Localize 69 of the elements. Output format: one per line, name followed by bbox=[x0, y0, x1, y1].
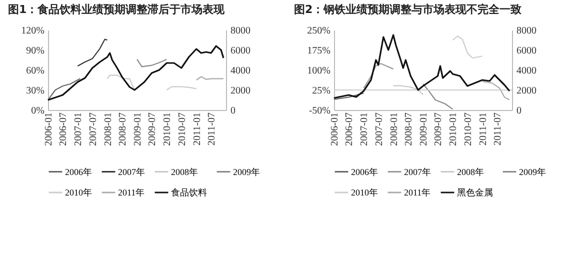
line-series bbox=[363, 63, 394, 89]
line-series bbox=[422, 83, 454, 110]
x-tick-label: 2007-07 bbox=[88, 112, 99, 146]
x-tick-label: 2006-07 bbox=[344, 112, 356, 146]
y-tick-label: 30% bbox=[26, 86, 44, 96]
line-series bbox=[482, 80, 510, 100]
legend-label: 2008年 bbox=[171, 166, 198, 177]
x-tick-label: 2011-01 bbox=[192, 112, 203, 146]
x-tick-label: 2008-07 bbox=[118, 112, 129, 146]
line-series bbox=[77, 38, 108, 67]
legend-label: 2009年 bbox=[233, 166, 260, 177]
y-tick-label: 0% bbox=[31, 106, 44, 116]
y-tick-label: -50% bbox=[308, 106, 330, 116]
legend-label: 2007年 bbox=[404, 166, 431, 177]
y-tick-label: 120% bbox=[21, 26, 44, 36]
y2-tick-label: 8000 bbox=[516, 26, 536, 36]
y2-tick-label: 6000 bbox=[230, 46, 250, 56]
x-tick-label: 2010-01 bbox=[162, 112, 174, 146]
x-tick-label: 2010-07 bbox=[462, 112, 474, 146]
y2-tick-label: 4000 bbox=[516, 66, 536, 76]
legend-label: 2011年 bbox=[118, 188, 145, 198]
legend-label: 2009年 bbox=[519, 166, 546, 177]
y2-tick-label: 4000 bbox=[230, 66, 250, 76]
y-tick-label: 250% bbox=[307, 26, 330, 36]
y-tick-label: 100% bbox=[307, 66, 330, 76]
line-series bbox=[136, 58, 168, 68]
chart-title: 图1：食品饮料业绩预期调整滞后于市场表现 bbox=[8, 3, 226, 16]
legend-label: 2007年 bbox=[118, 166, 145, 177]
y-tick-label: 90% bbox=[26, 46, 44, 56]
x-tick-label: 2008-07 bbox=[404, 112, 415, 146]
legend-label: 黑色金属 bbox=[457, 188, 493, 198]
x-tick-label: 2006-01 bbox=[330, 112, 340, 146]
x-tick-label: 2009-01 bbox=[418, 112, 430, 146]
x-tick-label: 2008-01 bbox=[388, 112, 400, 146]
line-series bbox=[452, 36, 483, 59]
line-series bbox=[47, 78, 81, 101]
legend-label: 2006年 bbox=[65, 166, 92, 177]
y2-tick-label: 6000 bbox=[516, 46, 536, 56]
x-tick-label: 2010-07 bbox=[176, 112, 188, 146]
legend-label: 2008年 bbox=[457, 166, 484, 177]
x-tick-label: 2009-01 bbox=[132, 112, 144, 146]
y-tick-label: 25% bbox=[312, 86, 330, 96]
x-tick-label: 2007-01 bbox=[359, 112, 370, 146]
y-tick-label: 60% bbox=[26, 66, 44, 76]
y2-tick-label: 8000 bbox=[230, 26, 250, 36]
x-tick-label: 2007-07 bbox=[374, 112, 385, 146]
legend-label: 2006年 bbox=[351, 166, 378, 177]
y2-tick-label: 2000 bbox=[230, 86, 250, 96]
chart-title: 图2：钢铁业绩预期调整与市场表现不完全一致 bbox=[294, 3, 522, 16]
x-tick-label: 2010-01 bbox=[448, 112, 460, 146]
legend-label: 2011年 bbox=[404, 188, 431, 198]
y2-tick-label: 0 bbox=[230, 106, 236, 116]
legend-label: 2010年 bbox=[351, 188, 378, 198]
y2-tick-label: 0 bbox=[516, 106, 522, 116]
x-tick-label: 2011-07 bbox=[492, 112, 504, 146]
line-series bbox=[47, 45, 224, 101]
x-tick-label: 2011-01 bbox=[478, 112, 489, 146]
x-tick-label: 2009-07 bbox=[433, 112, 444, 146]
legend-label: 食品饮料 bbox=[171, 188, 207, 198]
line-series bbox=[333, 34, 510, 99]
x-tick-label: 2007-01 bbox=[73, 112, 84, 146]
x-tick-label: 2009-07 bbox=[147, 112, 158, 146]
x-tick-label: 2006-01 bbox=[44, 112, 54, 146]
y-tick-label: 175% bbox=[307, 46, 330, 56]
x-tick-label: 2011-07 bbox=[206, 112, 218, 146]
x-tick-label: 2008-01 bbox=[102, 112, 114, 146]
y2-tick-label: 2000 bbox=[516, 86, 536, 96]
x-tick-label: 2006-07 bbox=[58, 112, 70, 146]
legend-label: 2010年 bbox=[65, 188, 92, 198]
